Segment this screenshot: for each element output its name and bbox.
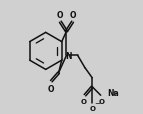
Text: −: −: [95, 101, 100, 106]
Text: O: O: [57, 11, 63, 20]
Text: O: O: [47, 85, 54, 93]
Text: N: N: [65, 51, 72, 60]
Text: O: O: [69, 11, 76, 20]
Text: O: O: [89, 105, 95, 111]
Text: +: +: [112, 89, 117, 94]
Text: Na: Na: [107, 89, 119, 98]
Text: O: O: [98, 98, 104, 104]
Text: O: O: [81, 98, 87, 104]
